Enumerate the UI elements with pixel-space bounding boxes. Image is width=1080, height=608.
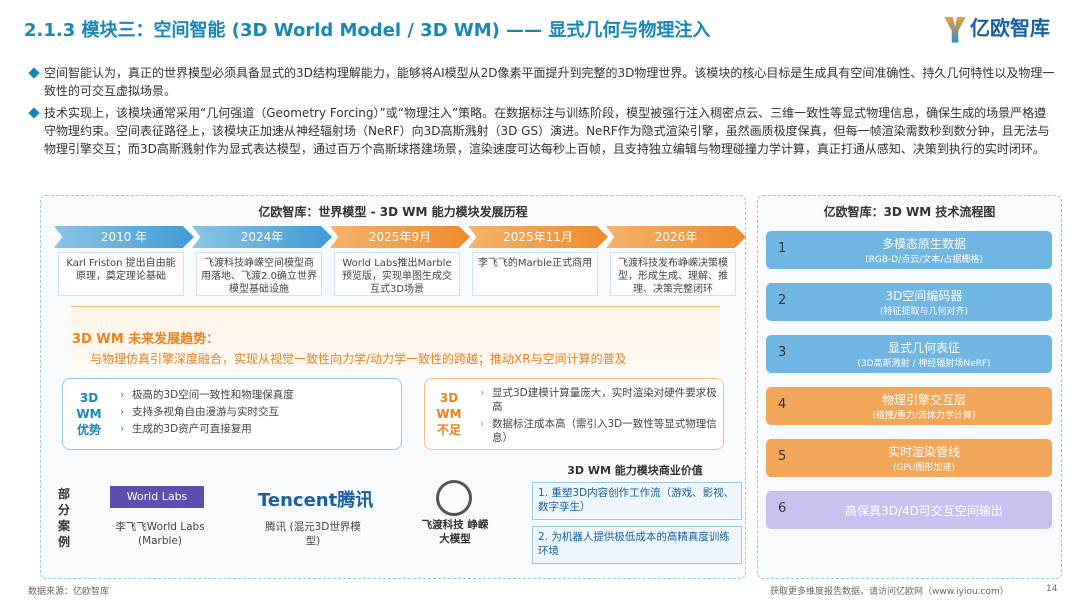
panel-title: 亿欧智库：3D WM 技术流程图 (823, 205, 996, 219)
flow-step: 2 3D空间编码器 (特征提取与几何对齐) (766, 283, 1052, 321)
step-title: 多模态原生数据 (881, 237, 966, 251)
cons-list: › 显式3D建模计算量庞大，实时渲染对硬件要求极高 › 数据标注成本高（需引入3D一致… (480, 386, 718, 448)
timeline-text: 李飞飞的Marble正式商用 (472, 252, 598, 296)
bullet-mark: › (480, 387, 485, 399)
pros-box (62, 378, 402, 450)
pros-list: › 极高的3D空间一致性和物理保真度 › 支持多视角自由漫游与实时交互 › 生成的3D资产… (120, 388, 294, 439)
slide-title: 2.1.3 模块三：空间智能 (3D World Model / 3D WM) … (24, 20, 711, 41)
list-item: › 支持多视角自由漫游与实时交互 (120, 406, 279, 418)
logo-text: 亿欧智库 (970, 16, 1050, 40)
bullet-mark: › (120, 389, 125, 401)
timeline-text: Karl Friston 提出自由能原理，奠定理论基础 (58, 252, 184, 296)
timeline-text: World Labs推出Marble预览版，实现单图生成交互式3D场景 (334, 252, 460, 296)
bullet-mark: › (120, 406, 125, 418)
case-caption: 腾讯 (混元3D世界模型) (265, 521, 361, 547)
step-title: 显式几何表征 (887, 341, 960, 355)
list-item: › 显式3D建模计算量庞大，实时渲染对硬件要求极高 (480, 387, 717, 413)
timeline-year: 2024年 (192, 226, 332, 248)
cons-box (424, 378, 724, 450)
timeline-year: 2025年9月 (330, 226, 470, 248)
trend-text: 与物理仿真引擎深度融合，实现从视觉一致性向力学/动力学一致性的跨越；推动XR与空… (90, 352, 627, 366)
case-caption: 飞渡科技 峥嵘大模型 (421, 519, 489, 545)
case-logo-icon (436, 480, 472, 516)
step-number: 6 (778, 501, 787, 516)
logo-icon (944, 16, 966, 43)
timeline-year: 2026年 (606, 226, 746, 248)
case-logo: Tencent腾讯 (258, 490, 374, 511)
value-item: 2. 为机器人提供极低成本的高精真度训练环境 (532, 526, 742, 564)
flow-step: 1 多模态原生数据 (RGB-D/点云/文本/占据栅格) (766, 231, 1052, 269)
case-caption: 李飞飞World Labs (Marble) (115, 521, 205, 547)
list-item: › 生成的3D资产可直接复用 (120, 423, 252, 435)
cases-label: 部分案例 (58, 487, 71, 549)
cons-label: 3D WM 不足 (436, 391, 462, 437)
value-item: 1. 重塑3D内容创作工作流（游戏、影视、数字孪生） (532, 482, 742, 520)
list-item: › 极高的3D空间一致性和物理保真度 (120, 389, 294, 401)
page-number: 14 (1046, 584, 1058, 594)
timeline-text: 飞渡科技发布峥嵘决策模型，形成生成、理解、推理、决策完整闭环 (610, 252, 736, 296)
bullet: 技术实现上，该模块通常采用“几何强道（Geometry Forcing）”或“物… (28, 104, 1058, 158)
flow-step: 3 显式几何表征 (3D高斯溅射 / 神经辐射场NeRF) (766, 335, 1052, 373)
panel-title: 亿欧智库：世界模型 - 3D WM 能力模块发展历程 (258, 205, 528, 219)
step-number: 5 (778, 449, 787, 464)
step-sub: (碰撞/重力/流体力学计算) (872, 411, 976, 421)
step-title: 实时渲染管线 (887, 445, 960, 459)
step-sub: (RGB-D/点云/文本/占据栅格) (865, 255, 983, 265)
step-sub: (特征提取与几何对齐) (879, 307, 969, 317)
source: 数据来源：亿欧智库 (28, 587, 110, 597)
value-title: 3D WM 能力模块商业价值 (567, 464, 703, 477)
step-title: 3D空间编码器 (885, 289, 963, 303)
step-number: 3 (778, 345, 787, 360)
timeline-text: 飞渡科技峥嵘空间模型商用落地、飞渡2.0确立世界模型基础设施 (196, 252, 322, 296)
list-item: › 数据标注成本高（需引入3D一致性等显式物理信息） (480, 418, 717, 444)
step-sub: (3D高斯溅射 / 神经辐射场NeRF) (857, 359, 991, 369)
timeline-year: 2025年11月 (468, 226, 608, 248)
bullet-mark: › (120, 423, 125, 435)
flow-step: 6 高保真3D/4D可交互空间输出 (766, 491, 1052, 529)
step-number: 2 (778, 293, 787, 308)
bullet: 空间智能认为，真正的世界模型必须具备显式的3D结构理解能力，能够将AI模型从2D… (28, 64, 1058, 100)
trend-box (70, 306, 720, 372)
step-number: 4 (778, 397, 787, 412)
timeline-year: 2010 年 (54, 226, 194, 248)
logo: 亿欧智库 (944, 12, 1050, 43)
flow-step: 5 实时渲染管线 (GPU图形加速) (766, 439, 1052, 477)
bullet-mark: › (480, 418, 485, 430)
flow-step: 4 物理引擎交互层 (碰撞/重力/流体力学计算) (766, 387, 1052, 425)
step-title: 高保真3D/4D可交互空间输出 (845, 504, 1003, 518)
trend-title: 3D WM 未来发展趋势： (72, 332, 220, 347)
step-title: 物理引擎交互层 (881, 393, 966, 407)
pros-label: 3D WM 优势 (76, 391, 102, 437)
step-sub: (GPU图形加速) (892, 463, 955, 473)
case-logo: World Labs (110, 486, 204, 508)
step-number: 1 (778, 241, 787, 256)
footer-note: 获取更多维度报告数据，请访问亿欧网（www.iyiou.com） (770, 587, 1009, 597)
